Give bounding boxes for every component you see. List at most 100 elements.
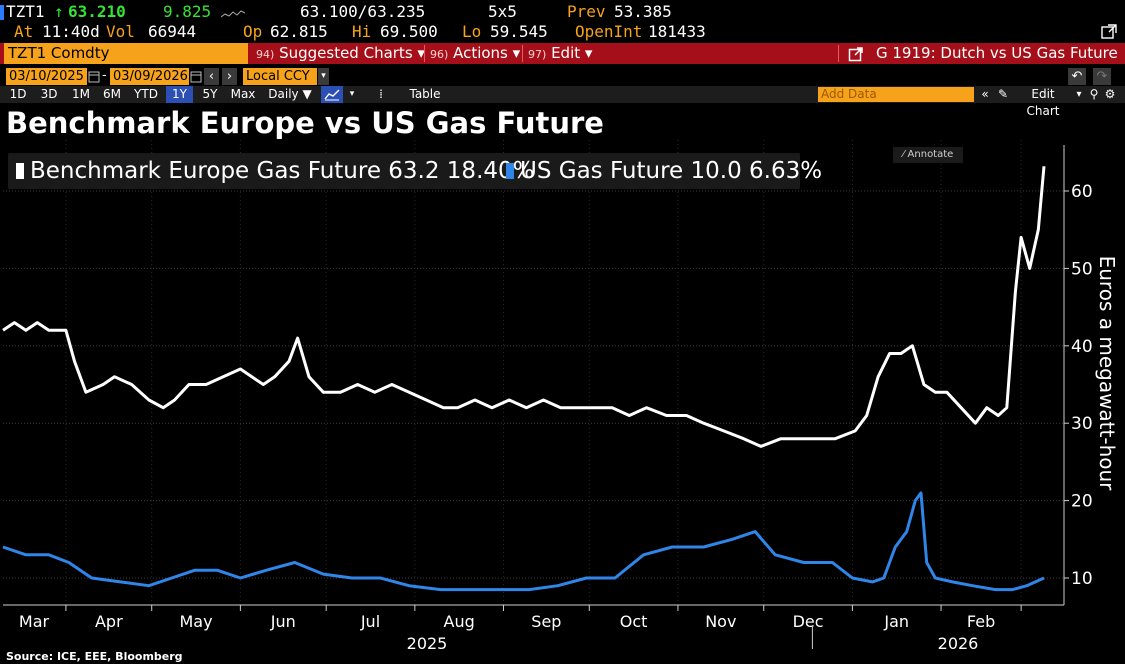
at-label: At [14, 22, 34, 41]
collapse-icon[interactable]: « [981, 87, 989, 101]
edit-label: Edit ▾ [551, 44, 593, 62]
chart-toolbar: 1D 3D 1M 6M YTD 1Y 5Y Max Daily ▼ ▾ ⁞ Ta… [0, 86, 1125, 118]
edit-menu[interactable]: 97) Edit ▾ [528, 43, 592, 64]
divider [424, 45, 425, 62]
chart-legend: Benchmark Europe Gas Future 63.2 18.40% … [8, 153, 822, 189]
prev-period-button[interactable]: ‹ [204, 68, 219, 85]
calendar-icon[interactable] [190, 70, 202, 83]
openint-value: 181433 [648, 22, 706, 41]
x-tick-label: Dec [793, 612, 824, 631]
security-marker [0, 5, 4, 20]
date-separator: - [102, 68, 107, 83]
y-tick-label: 10 [1071, 569, 1093, 589]
openint-label: OpenInt [575, 22, 643, 41]
year-label: 2026 [938, 634, 979, 650]
range-max[interactable]: Max [230, 87, 256, 101]
legend-label-europe: Benchmark Europe Gas Future 63.2 18.40% [30, 158, 535, 184]
x-tick-label: Mar [19, 612, 50, 631]
range-3d[interactable]: 3D [40, 87, 58, 101]
x-tick-label: Sep [531, 612, 561, 631]
divider [838, 45, 839, 62]
x-tick-label: Apr [95, 612, 123, 631]
calendar-icon[interactable] [88, 70, 100, 83]
high-label: Hi [352, 22, 372, 41]
security-field[interactable]: TZT1 Comdty [4, 43, 248, 64]
edit-chart-button[interactable]: Edit Chart [1026, 87, 1060, 118]
range-5y[interactable]: 5Y [202, 87, 218, 101]
up-arrow-icon: ↑ [54, 2, 64, 21]
suggested-charts-menu[interactable]: 94) Suggested Charts ▾ [256, 43, 425, 64]
open-value: 62.815 [270, 22, 328, 41]
line-chart[interactable]: 10 20 30 40 50 60 Mar Apr May Jun Jul Aug Sep Oct Nov D… [0, 140, 1125, 650]
prev-label: Prev [567, 2, 606, 21]
quote-time: 11:40d [42, 22, 100, 41]
high-value: 69.500 [380, 22, 438, 41]
legend-swatch [506, 163, 514, 179]
legend-item-us[interactable]: US Gas Future 10.0 6.63% [506, 153, 822, 189]
add-data-input[interactable]: Add Data [818, 87, 974, 102]
x-tick-label: May [180, 612, 213, 631]
command-bar: TZT1 Comdty 94) Suggested Charts ▾ 96) A… [0, 43, 1125, 64]
y-tick-label: 30 [1071, 414, 1093, 434]
chevron-down-icon[interactable]: ▾ [1076, 89, 1082, 100]
y-tick-label: 50 [1071, 259, 1093, 279]
range-1m[interactable]: 1M [72, 87, 90, 101]
y-tick-label: 40 [1071, 337, 1093, 357]
launch-icon[interactable] [848, 46, 864, 62]
range-ytd[interactable]: YTD [134, 87, 158, 101]
chevron-down-icon[interactable]: ▾ [318, 68, 329, 85]
range-6m[interactable]: 6M [103, 87, 121, 101]
vol-value: 66944 [148, 22, 197, 41]
pencil-icon: ⁄ [902, 149, 908, 160]
redo-icon[interactable]: ↷ [1093, 68, 1111, 85]
undo-icon[interactable]: ↶ [1068, 68, 1086, 85]
drawing-tools-icon[interactable]: ⁞ [379, 87, 383, 101]
last-price: 63.210 [68, 2, 126, 21]
controls-row: 03/10/2025 - 03/09/2026 ‹ › Local CCY ▾ … [0, 68, 1125, 86]
suggested-charts-label: Suggested Charts ▾ [279, 44, 425, 62]
end-date-input[interactable]: 03/09/2026 [110, 68, 189, 85]
legend-label-us: US Gas Future 10.0 6.63% [520, 158, 823, 184]
ticker[interactable]: TZT1 [6, 2, 45, 21]
table-button[interactable]: Table [409, 87, 441, 101]
suggested-charts-number: 94) [256, 48, 275, 61]
chart-title: Benchmark Europe vs US Gas Future [6, 106, 604, 140]
next-period-button[interactable]: › [222, 68, 237, 85]
source-note: Source: ICE, EEE, Bloomberg [6, 650, 183, 663]
edit-number: 97) [528, 48, 547, 61]
y-axis-label: Euros a megawatt-hour [1095, 256, 1119, 492]
x-tick-label: Jan [883, 612, 909, 631]
annotate-button[interactable]: ⁄ Annotate [893, 147, 963, 163]
frequency-select[interactable]: Daily ▼ [268, 87, 312, 101]
year-label: 2025 [407, 634, 448, 650]
gear-icon[interactable]: ⚙ [1104, 87, 1116, 101]
range-1d[interactable]: 1D [9, 87, 27, 101]
actions-label: Actions ▾ [453, 44, 521, 62]
actions-menu[interactable]: 96) Actions ▾ [430, 43, 520, 64]
annotate-label: Annotate [907, 149, 954, 160]
prev-value: 53.385 [614, 2, 672, 21]
currency-select[interactable]: Local CCY [243, 68, 317, 85]
chart-axes: 10 20 30 40 50 60 Mar Apr May Jun Jul Aug Sep Oct Nov D… [3, 145, 1119, 650]
x-tick-label: Oct [620, 612, 648, 631]
x-tick-label: Jul [360, 612, 380, 631]
range-1y[interactable]: 1Y [166, 86, 193, 103]
popout-icon[interactable] [1100, 23, 1118, 41]
low-value: 59.545 [490, 22, 548, 41]
series-line-europe [2, 166, 1046, 448]
actions-number: 96) [430, 48, 449, 61]
low-label: Lo [462, 22, 482, 41]
zoom-icon[interactable]: ⚲ [1089, 87, 1099, 101]
legend-swatch [16, 163, 24, 179]
line-chart-icon[interactable] [321, 86, 343, 103]
chevron-down-icon[interactable]: ▾ [349, 89, 355, 99]
legend-item-europe[interactable]: Benchmark Europe Gas Future 63.2 18.40% [16, 153, 535, 189]
x-tick-label: Jun [270, 612, 296, 631]
chart-series [2, 166, 1046, 592]
start-date-input[interactable]: 03/10/2025 [6, 68, 87, 85]
open-label: Op [243, 22, 263, 41]
edit-icon[interactable]: ✎ [997, 87, 1009, 101]
x-tick-label: Nov [705, 612, 736, 631]
bid-ask: 63.100/63.235 [300, 2, 426, 21]
quote-line-2: At 11:40d Vol 66944 Op 62.815 Hi 69.500 … [0, 22, 1125, 42]
